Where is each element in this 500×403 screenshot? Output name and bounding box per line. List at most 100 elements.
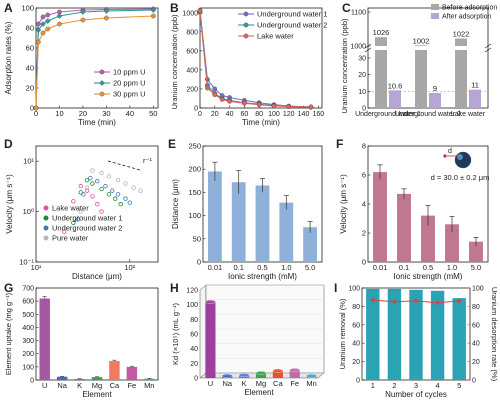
x-axis-label: Ionic strength (mM) <box>394 272 463 281</box>
category-label: Lake water <box>451 111 486 118</box>
bar <box>373 172 387 262</box>
tick-label: 0 <box>194 106 198 113</box>
tick-label: 40 <box>226 111 234 118</box>
tick-label: 100 <box>188 211 201 220</box>
category-label: 0.01 <box>208 263 223 272</box>
tick-label: 0 <box>362 106 366 113</box>
panel-label: I <box>334 281 337 295</box>
tick-label: 60 <box>26 44 34 53</box>
category-label: Fe <box>127 381 136 390</box>
tick-label: 0 <box>356 378 360 385</box>
category-label: K <box>242 379 247 388</box>
category-label: 0.1 <box>233 263 243 272</box>
category-label: 2 <box>392 381 396 390</box>
diameter-symbol: d <box>448 148 452 155</box>
y-axis-label: Velocity (μm s⁻¹) <box>339 174 348 234</box>
tick-label: 200 <box>188 165 201 174</box>
data-point <box>40 30 46 36</box>
data-point <box>78 183 83 189</box>
bar <box>445 224 459 262</box>
data-point <box>75 217 81 222</box>
data-point <box>45 26 51 32</box>
data-point <box>40 14 46 20</box>
bar <box>39 298 50 380</box>
data-point <box>90 194 95 199</box>
tick-label: 40 <box>352 341 360 348</box>
category-label: 1.0 <box>281 263 291 272</box>
x-axis-label: Distance (μm) <box>72 272 122 281</box>
legend-label: Before adsorption <box>442 5 497 12</box>
bar-top <box>289 367 300 372</box>
tick-label: 10 <box>358 89 366 96</box>
tick-label: 20 <box>190 361 198 368</box>
tick-label: 100 <box>22 364 34 371</box>
tick-label: 200 <box>22 351 34 358</box>
data-point <box>392 299 397 304</box>
data-point <box>123 196 128 201</box>
plot-frame <box>35 287 159 381</box>
tick-label: 20 <box>472 359 480 366</box>
y-axis-label: Uranium removal (%) <box>338 298 347 369</box>
data-point <box>80 17 86 23</box>
panel-label: H <box>170 281 179 295</box>
tick-label: 100 <box>268 111 280 118</box>
data-point <box>242 100 247 106</box>
tick-label: 20 <box>358 72 366 79</box>
tick-label: 60 <box>190 332 198 339</box>
tick-label: 600 <box>22 299 34 306</box>
bar <box>421 215 435 262</box>
tick-label: 60 <box>352 322 360 329</box>
tick-label: 40 <box>190 346 198 353</box>
x-axis-label: Time (min) <box>242 118 280 127</box>
tick-label: 300 <box>22 338 34 345</box>
bar <box>207 171 222 262</box>
data-point <box>71 220 76 225</box>
data-point <box>370 297 375 302</box>
data-label: 11 <box>471 81 479 90</box>
legend-label: Underground water 1 <box>52 214 122 223</box>
bar-before <box>455 38 467 46</box>
bar <box>255 372 267 378</box>
tick-label: 0 <box>194 376 198 383</box>
legend-swatch <box>431 13 439 19</box>
category-label: Mg <box>256 379 266 388</box>
data-point <box>57 21 62 27</box>
tick-label: 200 <box>186 86 198 93</box>
y-axis-label: Uranium concentration (ppb) <box>170 14 179 110</box>
data-point <box>113 196 118 201</box>
category-label: 5.0 <box>471 263 481 272</box>
legend-label: Lake water <box>52 204 89 213</box>
data-point <box>84 177 90 183</box>
category-label: Na <box>222 379 232 388</box>
legend-label: Underground water 2 <box>257 21 327 30</box>
bar <box>366 288 380 380</box>
data-point <box>95 202 100 207</box>
x-axis-label: Time (min) <box>78 118 116 127</box>
data-point <box>33 105 39 111</box>
tick-label: 10¹ <box>23 157 34 166</box>
data-point <box>56 13 63 19</box>
data-point <box>80 9 86 15</box>
tick-label: 20 <box>352 359 360 366</box>
tick-label: 80 <box>190 317 198 324</box>
x-axis-label: Ionic strength (mM) <box>228 272 297 281</box>
particle-icon <box>454 151 472 169</box>
category-label: 4 <box>436 381 440 390</box>
legend-marker <box>99 69 105 75</box>
legend-label: Pure water <box>52 234 89 243</box>
bar-after <box>429 93 441 108</box>
tick-label: 80 <box>255 111 263 118</box>
bar <box>279 202 294 262</box>
series-line <box>199 10 311 108</box>
plot-frame <box>35 7 159 109</box>
data-point <box>90 181 95 186</box>
category-label: U <box>42 381 47 390</box>
y-axis-label: Uranium concentration (ppb) <box>340 18 349 114</box>
data-point <box>78 190 83 195</box>
panel-label: C <box>342 1 351 15</box>
tick-label: 8 <box>362 142 366 151</box>
tick-label: 20 <box>79 109 87 118</box>
tick-label: 400 <box>186 67 198 74</box>
axis-break-mark <box>364 47 372 53</box>
